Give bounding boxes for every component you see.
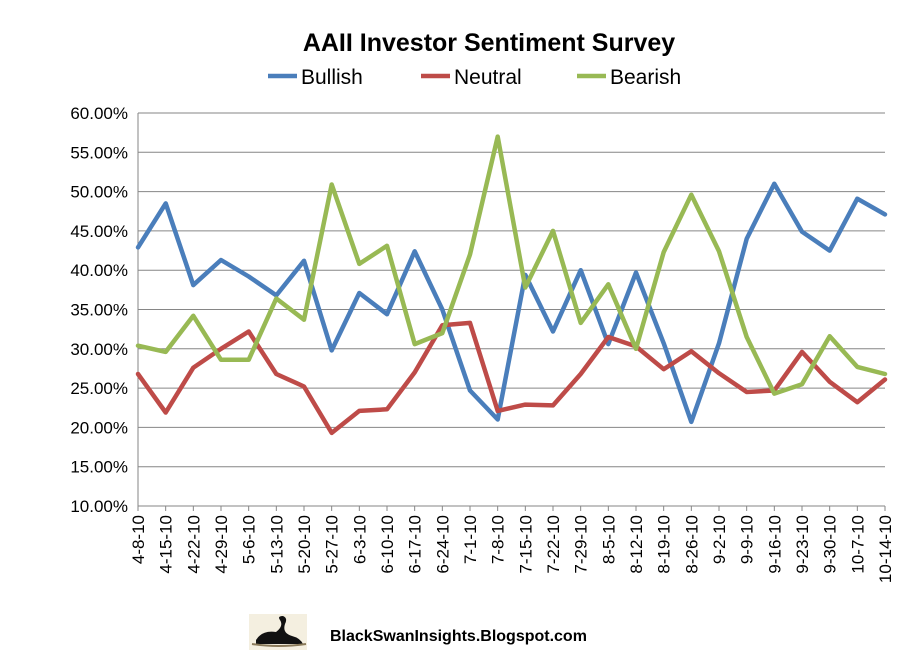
x-tick-label: 5-13-10 bbox=[267, 515, 286, 574]
y-tick-label: 25.00% bbox=[70, 379, 128, 398]
footer-url: BlackSwanInsights.Blogspot.com bbox=[330, 628, 587, 645]
x-tick-label: 4-15-10 bbox=[157, 515, 176, 574]
x-tick-label: 4-8-10 bbox=[129, 515, 148, 564]
y-tick-label: 50.00% bbox=[70, 183, 128, 202]
y-tick-label: 20.00% bbox=[70, 418, 128, 437]
x-tick-label: 6-24-10 bbox=[433, 515, 452, 574]
x-tick-label: 10-14-10 bbox=[876, 515, 895, 583]
x-tick-label: 8-19-10 bbox=[655, 515, 674, 574]
chart-title: AAII Investor Sentiment Survey bbox=[303, 29, 675, 57]
x-tick-label: 7-1-10 bbox=[461, 515, 480, 564]
x-tick-label: 4-22-10 bbox=[184, 515, 203, 574]
x-axis-ticks: 4-8-10 4-15-10 4-22-10 4-29-10 5-6-10 5-13-10… bbox=[129, 506, 895, 583]
x-tick-label: 5-20-10 bbox=[295, 515, 314, 574]
x-tick-label: 9-30-10 bbox=[821, 515, 840, 574]
chart-series bbox=[135, 134, 888, 436]
black-swan-logo-icon bbox=[249, 614, 307, 650]
x-tick-label: 8-12-10 bbox=[627, 515, 646, 574]
series-line-neutral bbox=[135, 320, 888, 436]
x-tick-label: 7-15-10 bbox=[516, 515, 535, 574]
x-tick-label: 9-23-10 bbox=[793, 515, 812, 574]
y-tick-label: 10.00% bbox=[70, 497, 128, 516]
x-tick-label: 5-27-10 bbox=[323, 515, 342, 574]
legend-label-bearish: Bearish bbox=[610, 66, 681, 89]
y-tick-label: 55.00% bbox=[70, 143, 128, 162]
x-tick-label: 8-5-10 bbox=[599, 515, 618, 564]
series-line-bearish bbox=[135, 134, 888, 396]
y-tick-label: 60.00% bbox=[70, 104, 128, 123]
x-tick-label: 9-16-10 bbox=[765, 515, 784, 574]
y-tick-label: 35.00% bbox=[70, 301, 128, 320]
x-tick-label: 5-6-10 bbox=[240, 515, 259, 564]
x-tick-label: 6-10-10 bbox=[378, 515, 397, 574]
y-tick-label: 45.00% bbox=[70, 222, 128, 241]
y-tick-label: 40.00% bbox=[70, 261, 128, 280]
legend-label-neutral: Neutral bbox=[454, 66, 522, 89]
x-tick-label: 4-29-10 bbox=[212, 515, 231, 574]
x-tick-label: 8-26-10 bbox=[682, 515, 701, 574]
x-tick-label: 7-29-10 bbox=[572, 515, 591, 574]
x-tick-label: 10-7-10 bbox=[848, 515, 867, 574]
x-tick-label: 6-3-10 bbox=[350, 515, 369, 564]
chart-legend: Bullish Neutral Bearish bbox=[268, 66, 681, 89]
x-tick-label: 9-9-10 bbox=[738, 515, 757, 564]
y-tick-label: 15.00% bbox=[70, 458, 128, 477]
chart-axes bbox=[137, 113, 885, 507]
x-tick-label: 9-2-10 bbox=[710, 515, 729, 564]
y-tick-label: 30.00% bbox=[70, 340, 128, 359]
legend-label-bullish: Bullish bbox=[301, 66, 363, 89]
x-tick-label: 7-8-10 bbox=[489, 515, 508, 564]
y-axis-ticks: 10.00% 15.00% 20.00% 25.00% 30.00% 35.00% 40.0… bbox=[70, 104, 128, 516]
x-tick-label: 7-22-10 bbox=[544, 515, 563, 574]
x-tick-label: 6-17-10 bbox=[406, 515, 425, 574]
series-line-bullish bbox=[135, 181, 888, 425]
chart-gridlines bbox=[138, 112, 885, 468]
